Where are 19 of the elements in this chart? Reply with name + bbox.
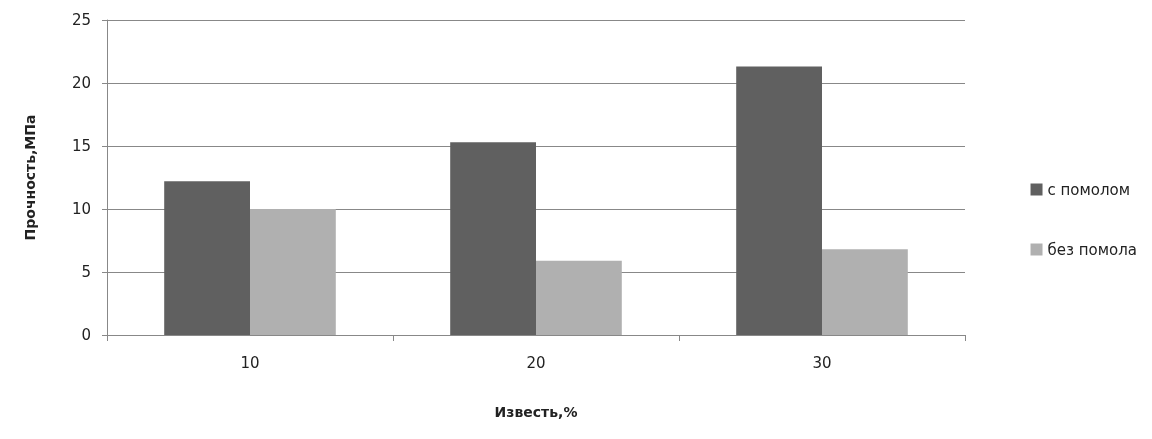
bar bbox=[736, 66, 822, 335]
y-tick-label: 5 bbox=[81, 263, 91, 281]
bar bbox=[164, 181, 250, 335]
y-tick-label: 20 bbox=[71, 74, 91, 92]
bar bbox=[450, 142, 536, 335]
bar bbox=[822, 249, 908, 335]
bar bbox=[536, 260, 622, 335]
y-tick-label: 10 bbox=[71, 200, 91, 218]
y-tick-label: 25 bbox=[71, 11, 91, 29]
bar bbox=[250, 209, 336, 335]
y-axis-title: Прочность,МПа bbox=[22, 114, 38, 241]
y-tick-label: 0 bbox=[81, 326, 91, 344]
x-tick-label: 20 bbox=[526, 353, 546, 372]
y-tick-label: 15 bbox=[71, 137, 91, 155]
legend-label: с помолом bbox=[1047, 180, 1131, 199]
x-tick-label: 10 bbox=[240, 353, 260, 372]
x-tick-label: 30 bbox=[812, 353, 832, 372]
legend-label: без помола bbox=[1047, 240, 1137, 259]
x-axis-title: Известь,% bbox=[494, 404, 578, 420]
